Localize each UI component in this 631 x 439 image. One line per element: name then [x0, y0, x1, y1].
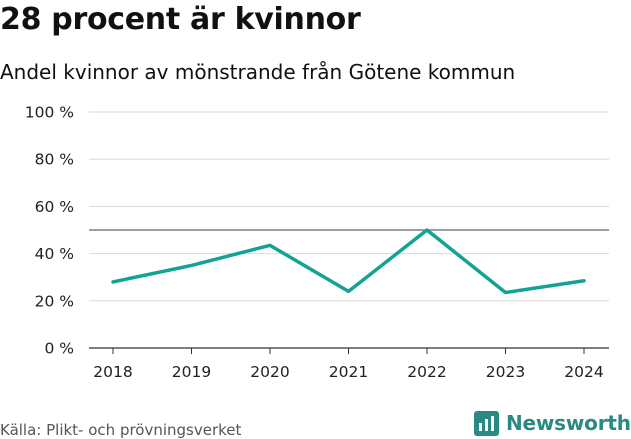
- x-tick-label: 2024: [564, 363, 603, 381]
- y-tick-label: 100 %: [25, 104, 74, 122]
- x-tick-label: 2018: [93, 363, 132, 381]
- source-note: Källa: Plikt- och prövningsverket: [0, 421, 242, 439]
- brand-name: Newsworthy: [506, 411, 631, 435]
- x-tick-label: 2019: [172, 363, 211, 381]
- line-chart: 0 % 20 % 40 % 60 % 80 % 100 % 2018 2019 2020 202…: [25, 104, 609, 381]
- series-line: [111, 228, 586, 295]
- chart-subtitle: Andel kvinnor av mönstrande från Götene …: [0, 60, 516, 84]
- y-tick-label: 0 %: [44, 340, 74, 358]
- y-tick-label: 60 %: [35, 198, 74, 216]
- x-tick-label: 2020: [250, 363, 289, 381]
- brand-logo: Newsworthy: [474, 410, 631, 436]
- x-tick-label: 2022: [407, 363, 446, 381]
- chart-title: 28 procent är kvinnor: [0, 2, 361, 37]
- x-tick-label: 2021: [329, 363, 368, 381]
- x-tick-label: 2023: [486, 363, 525, 381]
- y-tick-label: 40 %: [35, 245, 74, 263]
- bar-chart-icon: [474, 410, 499, 436]
- y-tick-label: 20 %: [35, 292, 74, 310]
- y-tick-label: 80 %: [35, 151, 74, 169]
